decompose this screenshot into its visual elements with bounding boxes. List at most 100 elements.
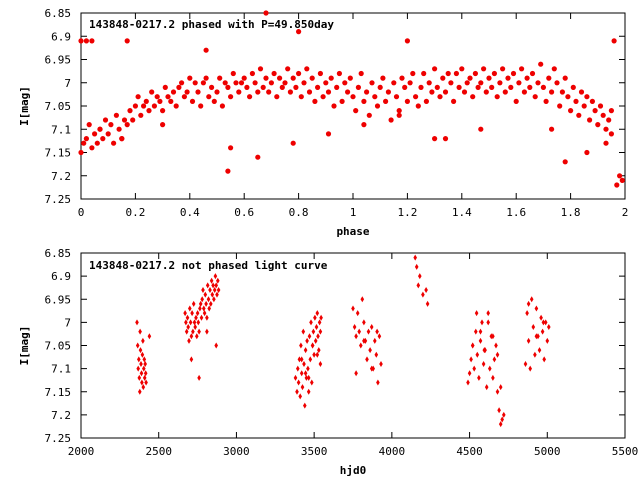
data-point: [584, 149, 590, 156]
data-point: [304, 374, 309, 381]
data-point: [222, 80, 228, 86]
data-point: [81, 140, 87, 146]
data-point: [355, 84, 361, 90]
data-point: [589, 98, 596, 104]
data-point: [477, 374, 481, 381]
data-point: [474, 310, 479, 317]
data-point: [606, 117, 612, 123]
data-point: [497, 407, 501, 414]
data-point: [310, 342, 315, 349]
data-point: [377, 84, 383, 90]
data-point: [365, 356, 369, 363]
data-point: [347, 75, 353, 81]
data-point: [214, 342, 218, 349]
data-point: [554, 80, 560, 86]
data-point: [467, 75, 473, 81]
data-point: [309, 319, 313, 326]
chart-title: 143848-0217.2 not phased light curve: [89, 259, 328, 272]
data-point: [354, 370, 358, 377]
data-point: [376, 379, 380, 386]
data-point: [279, 84, 285, 90]
data-point: [519, 66, 525, 72]
data-point: [127, 108, 133, 114]
data-point: [312, 98, 318, 104]
data-point: [194, 314, 198, 321]
data-point: [475, 84, 481, 90]
data-point: [214, 282, 218, 289]
data-point: [413, 94, 419, 100]
data-point: [424, 287, 428, 293]
data-point: [306, 374, 311, 381]
y-tick-label: 7.05: [45, 340, 72, 353]
data-point: [296, 365, 300, 372]
data-point: [307, 333, 312, 340]
data-point: [351, 305, 355, 312]
data-point: [492, 356, 497, 363]
data-point: [228, 94, 234, 100]
data-point: [214, 89, 220, 95]
data-point: [191, 300, 196, 307]
data-point: [581, 103, 587, 109]
data-point: [187, 75, 193, 81]
data-point: [342, 80, 348, 86]
data-point: [526, 337, 531, 344]
data-point: [464, 80, 470, 86]
data-point: [277, 75, 283, 81]
data-point: [116, 126, 122, 132]
data-point: [513, 98, 519, 104]
data-point: [105, 131, 111, 137]
data-point: [587, 117, 593, 123]
x-tick-label: 1.2: [397, 206, 417, 219]
data-point: [366, 112, 372, 118]
data-point: [209, 84, 215, 90]
data-point: [138, 347, 143, 354]
x-tick-label: 1.8: [561, 206, 581, 219]
data-point: [318, 328, 323, 335]
data-point: [311, 328, 316, 335]
data-point: [140, 379, 144, 386]
y-tick-label: 6.95: [45, 54, 72, 67]
data-point: [206, 296, 211, 303]
data-point: [296, 70, 302, 77]
data-point: [314, 324, 319, 330]
data-point: [494, 94, 500, 100]
data-point: [383, 98, 389, 104]
data-point: [404, 38, 410, 44]
data-point: [89, 145, 95, 151]
x-tick-label: 0.2: [125, 206, 145, 219]
data-point: [296, 379, 301, 386]
data-point: [313, 314, 317, 321]
data-point: [489, 84, 495, 90]
data-point: [318, 361, 323, 367]
unphased-panel: 2000 2500 3000 3500 4000 4500 5000 5500 6.85 6.9 6…: [18, 247, 638, 477]
data-point: [192, 319, 197, 326]
data-point: [416, 282, 421, 289]
data-point: [302, 361, 306, 367]
x-tick-label: 0.4: [180, 206, 200, 219]
data-point: [491, 374, 495, 381]
data-point: [303, 370, 308, 377]
data-point: [362, 319, 366, 326]
data-point: [415, 103, 421, 109]
y-tick-label: 7.05: [45, 100, 72, 113]
data-point: [603, 140, 609, 146]
data-point: [197, 328, 201, 335]
data-point: [573, 98, 579, 104]
data-point: [299, 356, 304, 363]
data-point: [138, 112, 144, 118]
data-point: [200, 296, 204, 303]
data-point: [100, 136, 106, 142]
data-point: [421, 70, 427, 77]
data-point: [201, 287, 205, 293]
data-point: [203, 291, 208, 298]
data-point: [421, 291, 425, 298]
data-point: [369, 80, 375, 86]
data-point: [154, 94, 160, 100]
data-point: [469, 356, 473, 363]
data-point: [217, 75, 223, 81]
data-point: [472, 70, 478, 77]
data-point: [484, 384, 489, 391]
data-point: [502, 411, 506, 418]
x-tick-label: 2000: [68, 445, 95, 458]
x-tick-label: 2: [622, 206, 629, 219]
